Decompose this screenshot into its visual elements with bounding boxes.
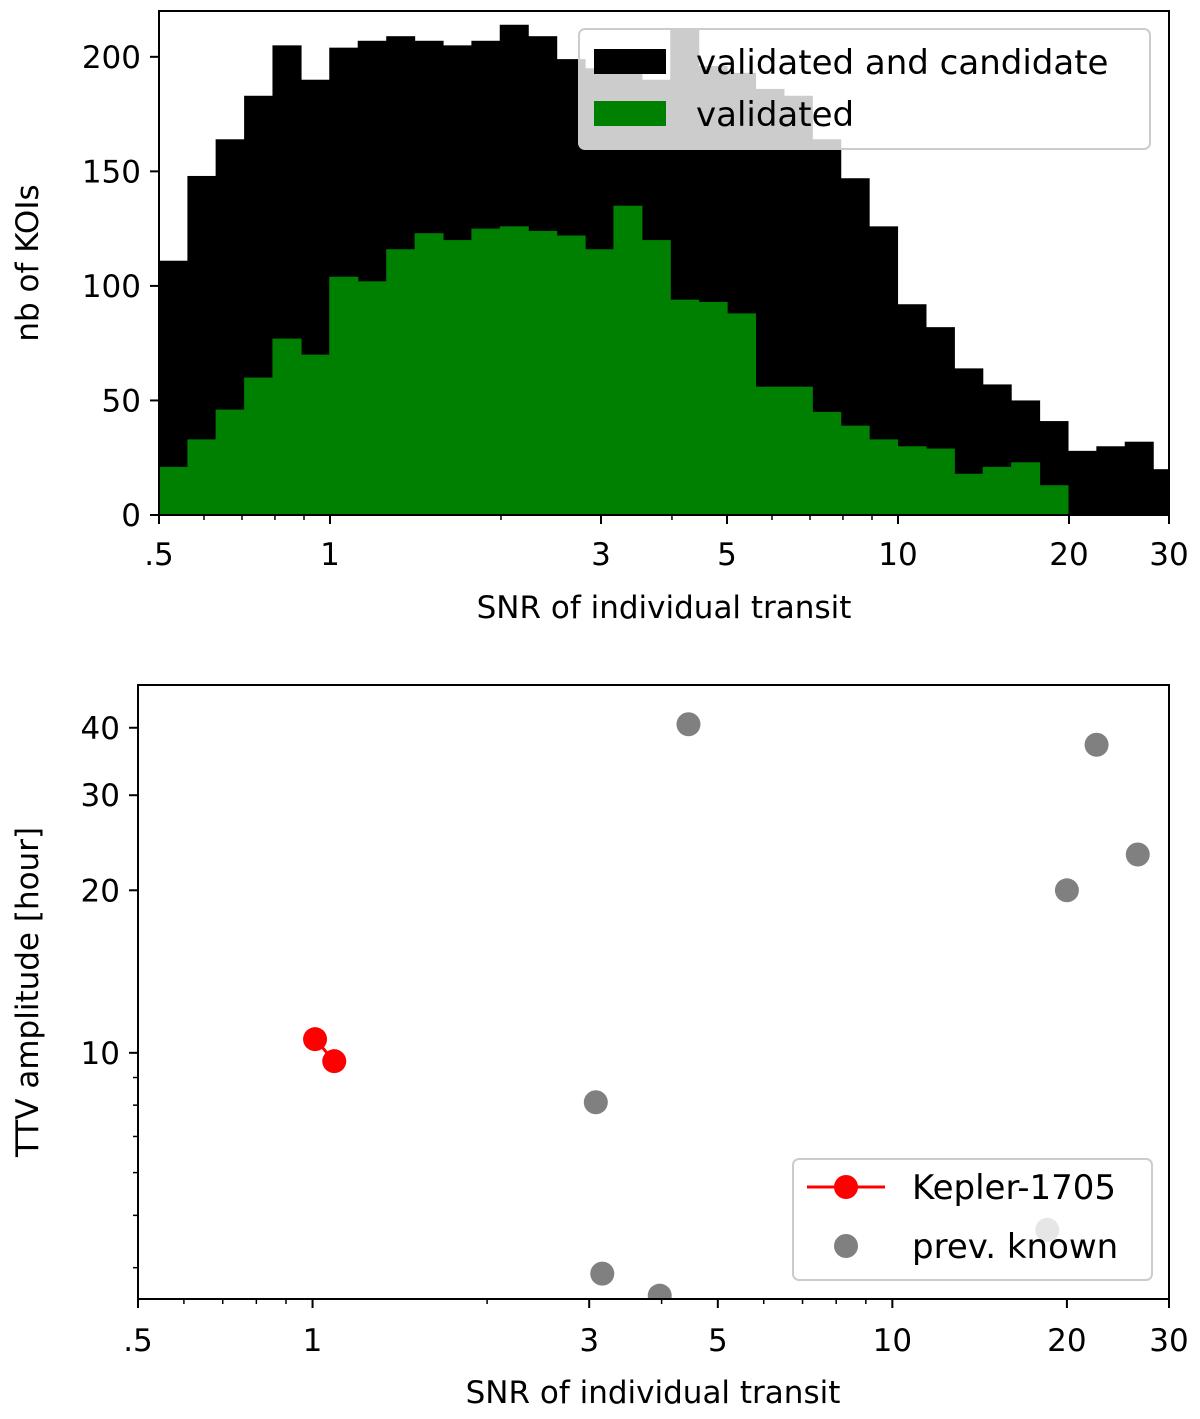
bar-validated-7 xyxy=(357,281,387,515)
scatter-y-tick-label: 40 xyxy=(81,711,120,747)
bar-validated-11 xyxy=(471,228,501,515)
point-prev-known-2 xyxy=(1125,842,1150,867)
scatter-x-tick-label: .5 xyxy=(123,1323,153,1359)
scatter-x-tick-label: 3 xyxy=(579,1323,599,1359)
histogram-legend: validated and candidate validated xyxy=(578,28,1151,150)
bar-validated-21 xyxy=(755,386,785,515)
legend-label-prev-known: prev. known xyxy=(912,1227,1118,1267)
bar-validated-0 xyxy=(159,466,188,515)
histogram-x-tick-label: 10 xyxy=(878,537,917,573)
scatter-y-tick-label: 10 xyxy=(81,1036,120,1072)
bar-validated-17 xyxy=(641,240,671,515)
bar-validated-5 xyxy=(300,354,330,515)
bar-validated-24 xyxy=(840,425,870,515)
histogram-x-tick-label: .5 xyxy=(144,537,174,573)
scatter-x-tick-label: 5 xyxy=(708,1323,728,1359)
bar-validated-30 xyxy=(1011,462,1041,515)
scatter-x-tick-label: 30 xyxy=(1149,1323,1188,1359)
scatter-x-tick-label: 1 xyxy=(303,1323,323,1359)
bar-validated-12 xyxy=(499,226,529,515)
point-prev-known-0 xyxy=(676,712,701,737)
scatter-y-tick-label: 20 xyxy=(81,873,120,909)
bar-validated-and-candidate-32 xyxy=(1067,450,1097,515)
bar-validated-28 xyxy=(954,473,984,515)
histogram-axes-frame xyxy=(158,10,1170,516)
scatter-y-tick-label: 30 xyxy=(81,778,120,814)
bar-validated-13 xyxy=(528,230,558,515)
scatter-legend-box xyxy=(792,1158,1153,1281)
bar-validated-18 xyxy=(670,299,700,515)
legend-marker-kepler-1705 xyxy=(834,1175,858,1199)
bar-validated-14 xyxy=(556,235,586,515)
scatter-x-tick-label: 10 xyxy=(873,1323,912,1359)
bar-validated-15 xyxy=(585,249,615,515)
scatter-x-tick-label: 20 xyxy=(1047,1323,1086,1359)
bar-validated-9 xyxy=(414,233,444,515)
scatter-panel: .5 1 3 5 10 20 30 10 20 30 40 SNR of individual t… xyxy=(10,684,1189,1411)
bar-validated-8 xyxy=(386,249,416,515)
point-prev-known-1 xyxy=(1084,732,1109,757)
bar-validated-22 xyxy=(783,386,813,515)
bar-validated-3 xyxy=(244,377,274,515)
legend-marker-prev-known xyxy=(834,1234,858,1258)
bar-validated-and-candidate-34 xyxy=(1124,441,1154,515)
bar-validated-25 xyxy=(869,439,899,515)
histogram-x-tick-label: 20 xyxy=(1049,537,1088,573)
bar-validated-10 xyxy=(442,240,472,515)
point-kepler-1705-0 xyxy=(303,1027,328,1052)
bar-validated-4 xyxy=(272,338,302,515)
bar-validated-20 xyxy=(727,313,757,515)
bar-validated-and-candidate-33 xyxy=(1096,446,1126,515)
bar-validated-and-candidate-35 xyxy=(1153,469,1170,515)
scatter-x-axis-label: SNR of individual transit xyxy=(466,1375,841,1411)
legend-label-validated-and-candidate: validated and candidate xyxy=(696,43,1108,83)
histogram-y-axis-label: nb of KOIs xyxy=(10,184,46,341)
histogram-legend-box xyxy=(578,28,1151,150)
bar-validated-19 xyxy=(698,301,728,515)
bar-validated-26 xyxy=(897,446,927,515)
bar-validated-6 xyxy=(329,276,359,515)
histogram-y-tick-label: 0 xyxy=(121,498,141,534)
bar-validated-31 xyxy=(1039,485,1069,515)
bar-validated-1 xyxy=(187,439,217,515)
point-prev-known-7 xyxy=(647,1283,672,1299)
histogram-panel: .5 1 3 5 10 20 30 0 50 100 150 200 SNR of individu… xyxy=(10,10,1189,626)
histogram-x-tick-label: 1 xyxy=(320,537,340,573)
point-prev-known-3 xyxy=(1054,878,1079,903)
scatter-x-ticks: .5 1 3 5 10 20 30 xyxy=(123,1299,1189,1359)
legend-swatch-validated xyxy=(594,101,666,126)
histogram-x-tick-label: 5 xyxy=(717,537,737,573)
histogram-y-tick-label: 100 xyxy=(82,269,141,305)
histogram-y-ticks: 0 50 100 150 200 xyxy=(82,40,159,534)
histogram-x-axis-label: SNR of individual transit xyxy=(477,590,852,626)
histogram-x-tick-label: 30 xyxy=(1149,537,1188,573)
histogram-x-ticks: .5 1 3 5 10 20 30 xyxy=(144,515,1189,573)
bar-validated-27 xyxy=(925,448,955,515)
point-prev-known-6 xyxy=(590,1261,615,1286)
bar-validated-16 xyxy=(613,205,643,516)
scatter-axes-frame xyxy=(137,684,1170,1300)
histogram-y-tick-label: 150 xyxy=(82,154,141,190)
scatter-legend: Kepler-1705 prev. known xyxy=(792,1158,1153,1281)
scatter-y-ticks: 10 20 30 40 xyxy=(81,711,138,1269)
point-prev-known-4 xyxy=(583,1090,608,1115)
bar-validated-2 xyxy=(215,409,245,515)
legend-label-validated: validated xyxy=(696,95,854,135)
point-kepler-1705-1 xyxy=(322,1049,347,1074)
histogram-y-tick-label: 50 xyxy=(102,383,141,419)
histogram-x-tick-label: 3 xyxy=(591,537,611,573)
legend-label-kepler-1705: Kepler-1705 xyxy=(912,1168,1116,1208)
legend-swatch-validated-and-candidate xyxy=(594,49,666,74)
bar-validated-23 xyxy=(812,411,842,515)
bar-validated-29 xyxy=(982,466,1012,515)
scatter-y-axis-label: TTV amplitude [hour] xyxy=(10,827,46,1158)
histogram-series-validated xyxy=(159,205,1069,516)
histogram-y-tick-label: 200 xyxy=(82,40,141,76)
